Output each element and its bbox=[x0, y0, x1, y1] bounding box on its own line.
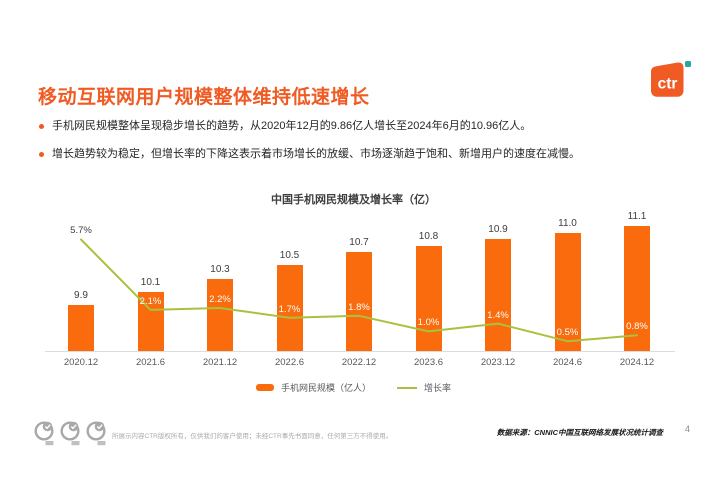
bar-value-label: 11.0 bbox=[558, 217, 577, 229]
growth-rate-line bbox=[80, 238, 638, 343]
legend-line-swatch-icon bbox=[397, 386, 417, 389]
growth-rate-label: 1.7% bbox=[278, 303, 301, 315]
growth-rate-label: 0.8% bbox=[626, 321, 648, 333]
x-axis-label: 2023.12 bbox=[480, 357, 516, 368]
certification-stamp-icon bbox=[60, 421, 80, 446]
chart-title: 中国手机网民规模及增长率（亿） bbox=[271, 194, 436, 206]
x-axis-label: 2023.6 bbox=[413, 357, 444, 368]
x-axis-labels: 2020.12 2021.6 2021.12 2022.6 2022.12 2023.6 2… bbox=[45, 357, 675, 371]
x-axis-label: 2020.12 bbox=[63, 357, 99, 368]
legend-line-label: 增长率 bbox=[424, 383, 452, 393]
chart-legend: 手机网民规模（亿人） 增长率 bbox=[0, 381, 707, 394]
bullet-list: 手机网民规模整体呈现稳步增长的趋势，从2020年12月的9.86亿人增长至202… bbox=[38, 120, 580, 176]
bar-value-label: 9.9 bbox=[74, 289, 88, 301]
x-axis-label: 2022.12 bbox=[341, 357, 377, 368]
bar-2023.6 bbox=[415, 245, 442, 351]
chart-plot-area: 9.9 5.7% 10.1 2.1% 10.3 2.2% 10.5 1.7% 10.7 1.8% 1… bbox=[45, 211, 675, 352]
bar-value-label: 10.5 bbox=[279, 250, 300, 262]
bar-2023.12 bbox=[485, 239, 511, 351]
growth-rate-label: 1.0% bbox=[417, 317, 440, 329]
x-axis-label: 2022.6 bbox=[274, 357, 305, 368]
x-axis-label: 2021.6 bbox=[135, 357, 166, 368]
bar-value-label: 10.8 bbox=[418, 230, 439, 242]
growth-rate-label: 0.5% bbox=[556, 327, 579, 339]
certification-stamp-icon bbox=[86, 421, 106, 446]
x-axis-label: 2021.12 bbox=[202, 357, 238, 368]
bullet-item: 增长趋势较为稳定，但增长率的下降这表示着市场增长的放缓、市场逐渐趋于饱和、新增用… bbox=[38, 148, 580, 161]
bar-value-label: 10.1 bbox=[140, 276, 161, 288]
certification-stamp-icon bbox=[34, 421, 54, 446]
logo-mark-icon bbox=[685, 61, 691, 67]
growth-rate-label: 2.1% bbox=[139, 295, 162, 307]
bar-value-label: 11.1 bbox=[627, 210, 647, 222]
certification-stamps bbox=[33, 418, 108, 446]
bar-2021.12 bbox=[207, 278, 233, 351]
x-axis-label: 2024.6 bbox=[552, 357, 583, 368]
legend-bar-swatch-icon bbox=[255, 384, 274, 391]
bar-value-label: 10.9 bbox=[488, 224, 508, 235]
x-axis-label: 2024.12 bbox=[619, 357, 655, 368]
bar-2022.12 bbox=[346, 252, 372, 351]
bar-2024.6 bbox=[554, 232, 581, 351]
growth-rate-label: 2.2% bbox=[209, 294, 231, 305]
legend-bar-label: 手机网民规模（亿人） bbox=[280, 383, 371, 393]
growth-rate-label: 5.7% bbox=[70, 224, 92, 236]
bullet-item: 手机网民规模整体呈现稳步增长的趋势，从2020年12月的9.86亿人增长至202… bbox=[38, 120, 580, 133]
page-number: 4 bbox=[684, 424, 690, 434]
copyright-disclaimer: 所展示内容CTR版权所有，仅供我们的客户使用；未经CTR事先书面同意，任何第三方… bbox=[112, 433, 393, 440]
ctr-logo: ctr bbox=[648, 59, 696, 105]
page-title: 移动互联网用户规模整体维持低速增长 bbox=[38, 87, 370, 108]
bar-2024.12 bbox=[624, 225, 650, 351]
bar-2022.6 bbox=[276, 265, 303, 351]
data-source: 数据来源：CNNIC中国互联网络发展状况统计调查 bbox=[496, 428, 663, 437]
bar-value-label: 10.7 bbox=[349, 237, 369, 249]
ctr-logo-icon: ctr bbox=[651, 62, 684, 97]
bar-value-label: 10.3 bbox=[210, 263, 230, 275]
growth-rate-label: 1.8% bbox=[348, 301, 370, 313]
bar-2020.12 bbox=[68, 304, 94, 351]
svg-text:ctr: ctr bbox=[658, 76, 678, 93]
growth-rate-label: 1.4% bbox=[487, 309, 509, 321]
